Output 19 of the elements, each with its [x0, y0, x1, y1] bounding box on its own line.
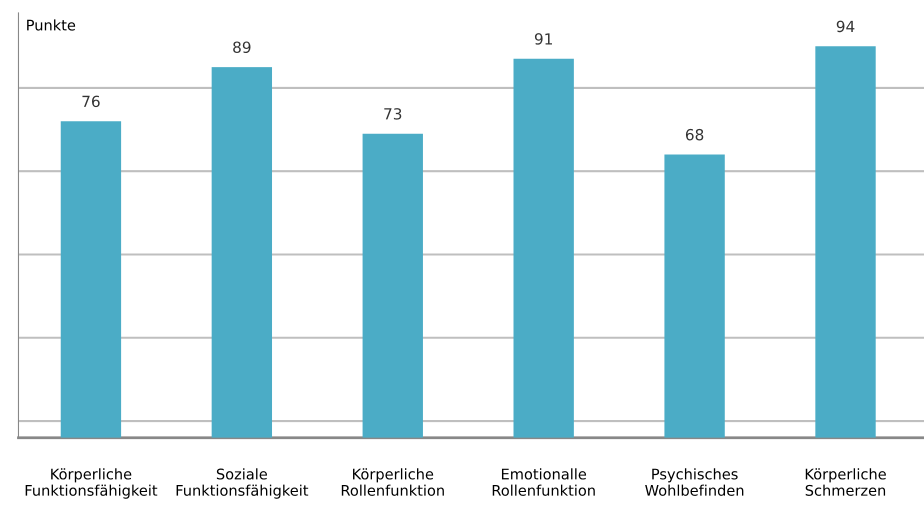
- x-tick-label: Körperliche Schmerzen: [806, 468, 886, 496]
- bar: [664, 154, 725, 438]
- data-label: 73: [384, 108, 402, 120]
- y-axis-title: Punkte: [27, 19, 76, 31]
- x-tick-label: Soziale Funktionsfähigkeit: [176, 468, 308, 499]
- data-label: 68: [686, 128, 704, 140]
- x-tick-label: Körperliche Rollenfunktion: [342, 468, 444, 496]
- bar: [815, 46, 876, 438]
- bar: [514, 58, 574, 438]
- data-label: 94: [836, 20, 854, 32]
- x-tick-label: Körperliche Funktionsfähigkeit: [26, 468, 158, 499]
- x-tick-label: Psychisches Wohlbefinden: [645, 468, 744, 496]
- data-label: 91: [534, 33, 552, 45]
- data-label: 76: [82, 96, 100, 108]
- bar: [362, 134, 423, 438]
- bar: [212, 67, 272, 438]
- x-tick-label: Emotionalle Rollenfunktion: [492, 468, 595, 496]
- data-label: 89: [233, 41, 250, 54]
- bar: [60, 121, 122, 438]
